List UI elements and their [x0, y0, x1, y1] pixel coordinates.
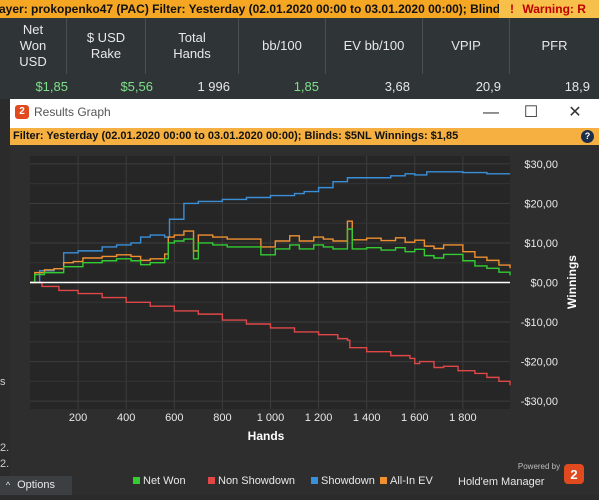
x-axis-label: Hands	[248, 429, 285, 443]
graph-filter-text: Filter: Yesterday (02.01.2020 00:00 to 0…	[13, 130, 459, 142]
x-tick-label: 1 800	[449, 412, 477, 424]
y-tick-label: $30,00	[524, 159, 558, 171]
options-button[interactable]: ^ Options	[0, 476, 72, 495]
chevron-up-icon: ^	[5, 480, 11, 490]
top-filter-bar: ayer: prokopenko47 (PAC) Filter: Yesterd…	[0, 0, 599, 18]
hm2-logo-icon	[564, 464, 584, 484]
minimize-button[interactable]: —	[483, 104, 499, 121]
graph-filter-bar: Filter: Yesterday (02.01.2020 00:00 to 0…	[10, 128, 599, 145]
value-total-hands: 1 996	[197, 79, 230, 94]
y-tick-label: -$20,00	[521, 357, 558, 369]
top-filter-text: ayer: prokopenko47 (PAC) Filter: Yesterd…	[0, 2, 544, 16]
series-line-showdown	[30, 171, 510, 284]
y-tick-label: -$30,00	[521, 396, 558, 408]
legend-swatch-showdown	[311, 477, 318, 484]
side-fragment: 2.	[0, 442, 10, 454]
side-fragment: 2.	[0, 458, 10, 470]
y-tick-label: $20,00	[524, 198, 558, 210]
hm2-app-icon: 2	[15, 105, 29, 119]
x-tick-label: 1 400	[353, 412, 381, 424]
x-tick-label: 1 600	[401, 412, 429, 424]
legend-swatch-net-won	[133, 477, 140, 484]
maximize-button[interactable]: ☐	[523, 104, 539, 121]
warning-text: Warning: R	[522, 2, 586, 16]
series-line-all-in-ev	[30, 220, 511, 284]
col-header-ev-bb100[interactable]: EV bb/100	[326, 18, 423, 74]
value-net-won: $1,85	[35, 79, 68, 94]
legend-label-all-in-ev: All-In EV	[390, 475, 433, 487]
legend-swatch-all-in-ev	[380, 477, 387, 484]
col-header-rake[interactable]: $ USD Rake	[67, 18, 146, 74]
x-tick-label: 600	[165, 412, 183, 424]
series-line-non-showdown	[30, 281, 511, 386]
close-button[interactable]: ✕	[568, 104, 582, 121]
brand-name: Hold'em Manager	[458, 476, 545, 488]
value-vpip: 20,9	[475, 79, 501, 94]
col-header-vpip[interactable]: VPIP	[423, 18, 510, 74]
col-header-bb100[interactable]: bb/100	[239, 18, 326, 74]
warning-banner[interactable]: ! Warning: R	[499, 0, 599, 18]
col-header-total-hands[interactable]: Total Hands	[146, 18, 239, 74]
hm2-branding: Powered by Hold'em Manager 2	[458, 462, 584, 488]
results-chart: $30,00 $20,00 $10,00 $0,00 -$10,00 -$20,00 -$3…	[10, 145, 599, 495]
legend-label-net-won: Net Won	[143, 475, 186, 487]
legend-swatch-non-showdown	[208, 477, 215, 484]
value-rake: $5,56	[120, 79, 153, 94]
x-tick-label: 1 200	[305, 412, 333, 424]
options-label: Options	[17, 479, 55, 491]
window-titlebar[interactable]: 2 Results Graph — ☐ ✕	[10, 99, 599, 127]
window-title: Results Graph	[34, 105, 111, 119]
powered-by-text: Powered by	[518, 462, 560, 471]
x-tick-label: 400	[117, 412, 135, 424]
col-header-pfr[interactable]: PFR	[541, 38, 568, 53]
x-tick-label: 200	[69, 412, 87, 424]
graph-area: $30,00 $20,00 $10,00 $0,00 -$10,00 -$20,00 -$3…	[10, 145, 599, 495]
hm2-logo-text: 2	[570, 467, 577, 482]
stats-table: Net Won USD $ USD Rake Total Hands bb/10…	[0, 18, 599, 99]
chart-legend: Net Won Non Showdown Showdown All-In EV	[133, 475, 433, 487]
help-icon[interactable]: ?	[581, 130, 594, 143]
col-header-net-won[interactable]: Net Won USD	[0, 18, 67, 74]
legend-label-non-showdown: Non Showdown	[218, 475, 295, 487]
value-ev-bb100: 3,68	[384, 79, 410, 94]
x-tick-label: 1 000	[257, 412, 285, 424]
results-graph-window: 2 Results Graph — ☐ ✕ Filter: Yesterday …	[10, 99, 599, 495]
series-line-net-won	[30, 228, 511, 284]
legend-label-showdown: Showdown	[321, 475, 375, 487]
y-tick-label: $10,00	[524, 238, 558, 250]
value-bb100: 1,85	[293, 79, 319, 94]
y-tick-label: -$10,00	[521, 317, 558, 329]
y-tick-label: $0,00	[530, 278, 558, 290]
side-fragment: s	[0, 376, 6, 388]
x-tick-label: 800	[213, 412, 231, 424]
background-app-strip	[0, 99, 10, 495]
warning-icon: !	[510, 2, 514, 16]
value-pfr: 18,9	[564, 79, 590, 94]
y-axis-label: Winnings	[565, 255, 579, 309]
